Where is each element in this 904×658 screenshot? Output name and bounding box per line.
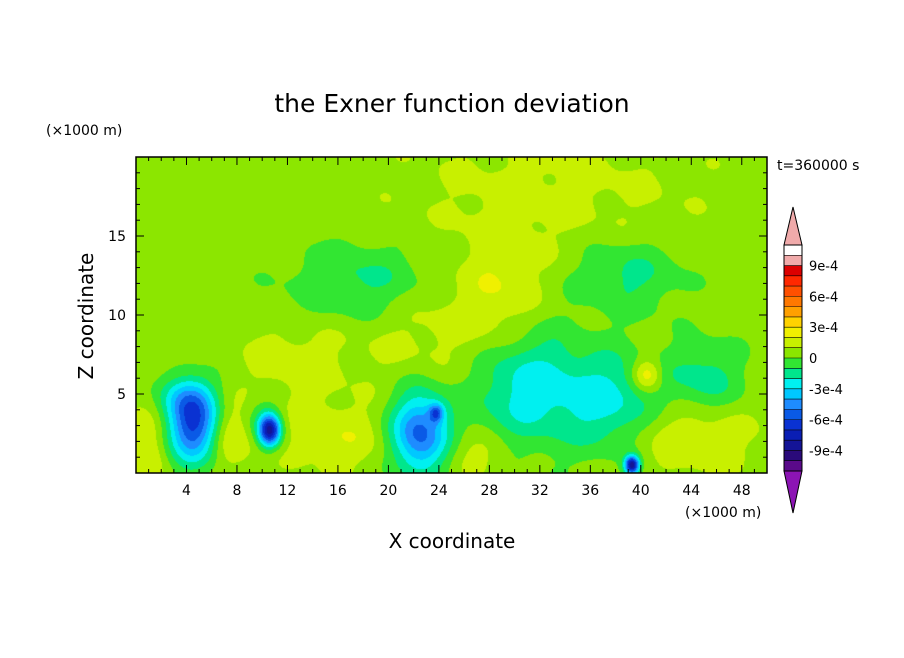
colorbar-swatch: [784, 378, 802, 389]
z-tick-label: 15: [108, 229, 126, 245]
contour-field: [136, 157, 767, 473]
time-label: t=360000 s: [777, 158, 859, 174]
colorbar-swatch: [784, 306, 802, 317]
x-tick-label: 8: [232, 483, 241, 499]
colorbar-swatch: [784, 440, 802, 451]
colorbar-tick-label: -3e-4: [809, 383, 843, 398]
colorbar-swatch: [784, 409, 802, 420]
x-tick-label: 16: [329, 483, 347, 499]
colorbar-tick-label: -6e-4: [809, 414, 843, 429]
colorbar-swatch: [784, 460, 802, 471]
z-tick-label: 5: [117, 387, 126, 403]
colorbar-swatch: [784, 296, 802, 307]
colorbar-swatch: [784, 388, 802, 400]
colorbar-under-arrow: [783, 470, 803, 514]
colorbar-over-arrow: [783, 206, 803, 246]
colorbar: -9e-4 -6e-4 -3e-4 0 3e-4 6e-4 9e-4: [783, 206, 843, 514]
colorbar-tick-label: 3e-4: [809, 321, 838, 336]
colorbar-swatch: [784, 255, 802, 266]
colorbar-swatch: [784, 275, 802, 287]
z-tick-label: 10: [108, 308, 126, 324]
x-tick-label: 32: [531, 483, 549, 499]
colorbar-tick-label: 6e-4: [809, 290, 838, 305]
colorbar-swatch: [784, 347, 802, 358]
x-tick-label: 44: [682, 483, 700, 499]
colorbar-swatch: [784, 316, 802, 328]
x-tick-label: 48: [733, 483, 751, 499]
x-tick-label: 28: [480, 483, 498, 499]
x-tick-label: 20: [379, 483, 397, 499]
plot-area: [135, 156, 768, 474]
chart-title: the Exner function deviation: [274, 89, 629, 118]
x-tick-label: 4: [182, 483, 191, 499]
z-unit-label: (×1000 m): [46, 123, 122, 139]
colorbar-swatch: [784, 450, 802, 461]
colorbar-swatch: [784, 429, 802, 441]
colorbar-tick-label: 9e-4: [809, 260, 838, 275]
x-axis-label: X coordinate: [389, 529, 516, 553]
x-tick-label: 12: [279, 483, 297, 499]
colorbar-swatch: [784, 419, 802, 430]
colorbar-swatch: [784, 327, 802, 338]
y-axis-label: Z coordinate: [74, 253, 98, 380]
x-tick-label: 36: [581, 483, 599, 499]
x-tick-label: 24: [430, 483, 448, 499]
colorbar-swatch: [784, 358, 802, 369]
colorbar-swatch: [784, 337, 802, 348]
x-axis: 4 8 12 16 20 24 28 32 36 40 44 48: [148, 157, 755, 499]
colorbar-swatch: [784, 265, 802, 276]
z-axis: 5 10 15: [108, 172, 767, 458]
colorbar-tick-label: 0: [809, 352, 817, 367]
colorbar-frame: [783, 244, 803, 472]
colorbar-swatch: [784, 286, 802, 297]
colorbar-tick-label: -9e-4: [809, 444, 843, 459]
x-unit-label: (×1000 m): [685, 505, 761, 521]
x-tick-label: 40: [632, 483, 650, 499]
colorbar-swatch: [784, 368, 802, 379]
colorbar-swatch: [784, 399, 802, 410]
